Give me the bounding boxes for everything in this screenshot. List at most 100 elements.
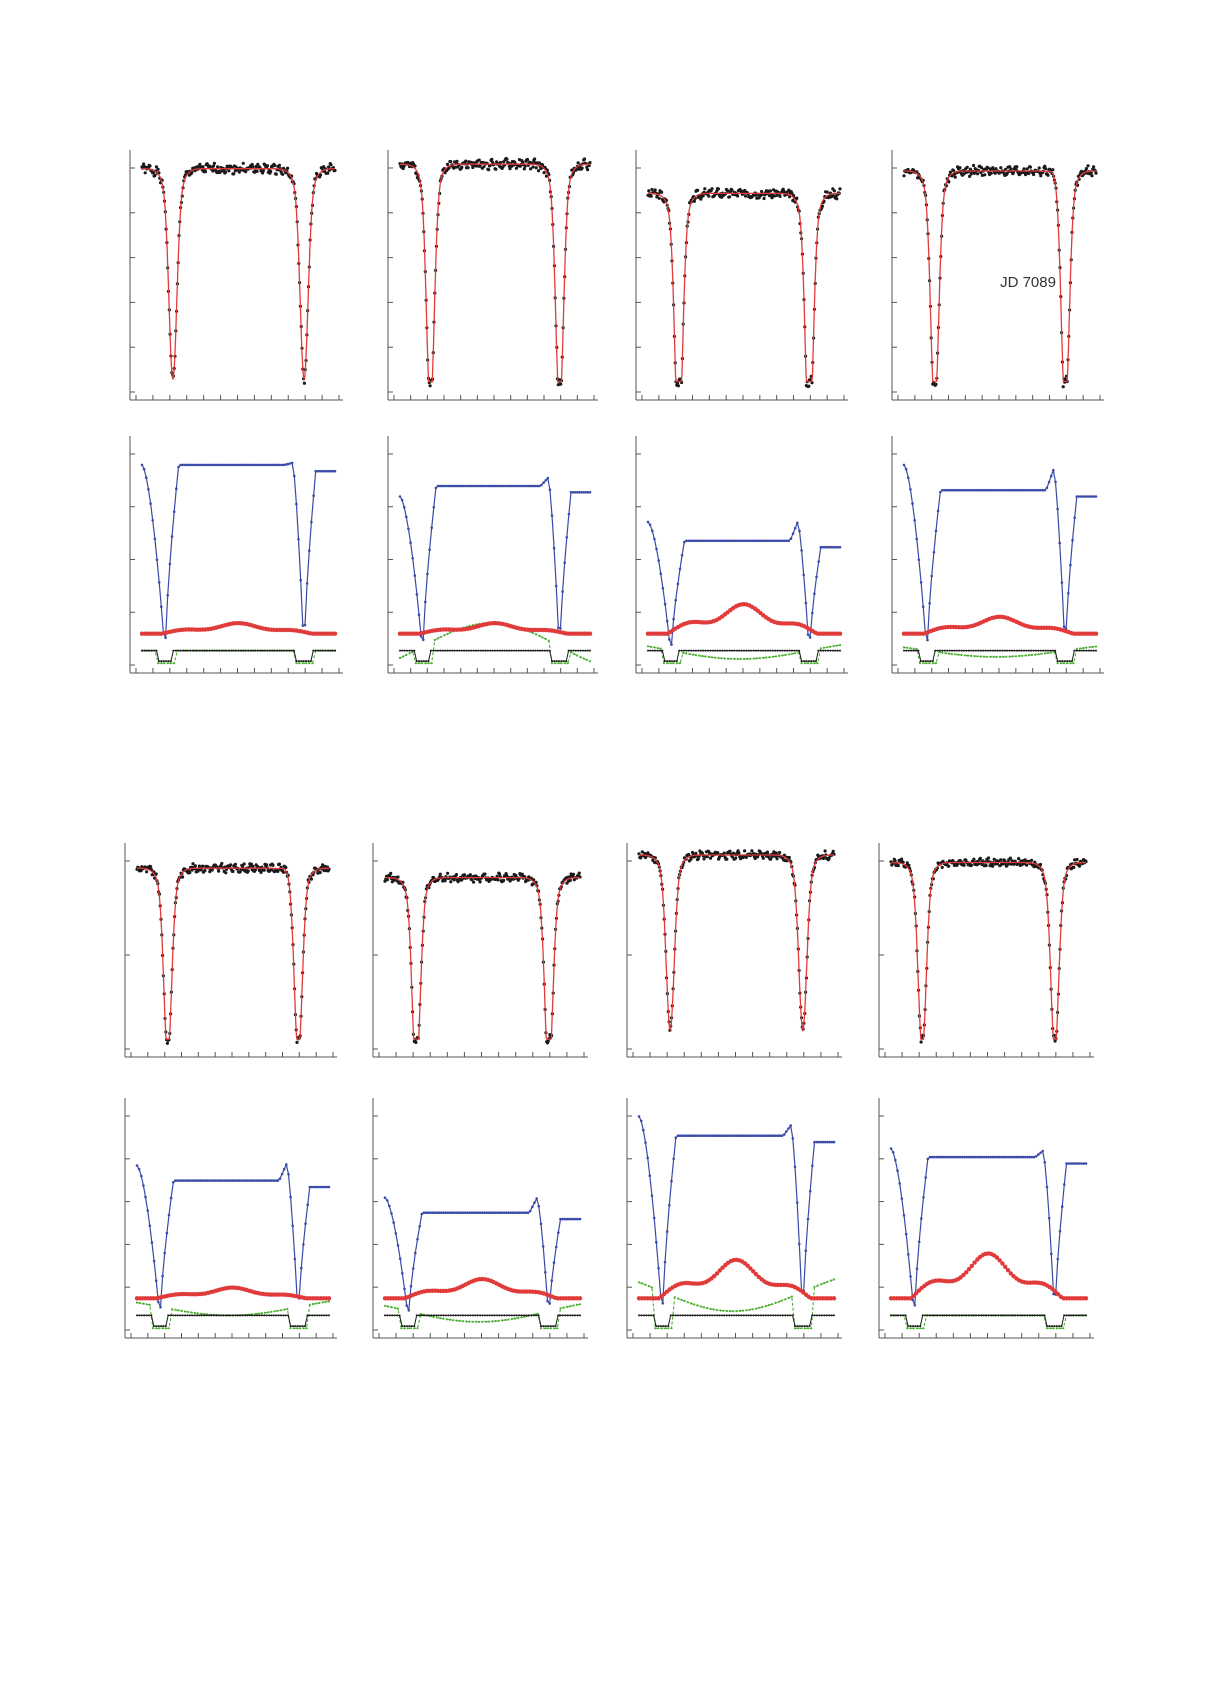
observed-point	[991, 864, 995, 868]
blue-point	[683, 540, 686, 544]
blue-point	[142, 467, 146, 471]
blue-point	[159, 1306, 162, 1309]
blue-point	[511, 1211, 515, 1214]
observed-point	[827, 856, 831, 861]
observed-point	[953, 175, 957, 179]
blue-point	[806, 1217, 810, 1221]
blue-point	[966, 488, 970, 492]
observed-point	[281, 172, 285, 176]
blue-point	[502, 484, 505, 488]
blue-point	[727, 539, 731, 543]
blue-point	[268, 1179, 271, 1182]
observed-point	[999, 858, 1003, 862]
blue-point	[973, 488, 976, 492]
blue-point	[1071, 539, 1074, 542]
fit-line	[400, 163, 590, 383]
blue-point	[144, 1195, 147, 1199]
blue-point	[552, 546, 556, 550]
blue-point	[648, 523, 652, 527]
observed-point	[787, 188, 791, 192]
blue-point	[998, 1155, 1001, 1159]
observed-point	[1022, 167, 1026, 171]
blue-point	[1069, 1162, 1073, 1165]
blue-point	[218, 1179, 222, 1182]
blue-point	[1000, 1155, 1003, 1159]
blue-point	[135, 1164, 139, 1167]
blue-point	[646, 1156, 649, 1160]
observed-point	[208, 870, 212, 874]
blue-point	[963, 1155, 966, 1159]
blue-point	[696, 1134, 699, 1137]
blue-point	[909, 488, 912, 491]
blue-point	[821, 545, 825, 549]
blue-point	[236, 1179, 239, 1182]
observed-point	[413, 164, 417, 168]
blue-point	[443, 484, 446, 488]
blue-point	[904, 1232, 908, 1236]
panel-annotation: JD 7089	[1000, 274, 1056, 291]
blue-point	[535, 484, 539, 488]
observed-point	[647, 189, 651, 193]
blue-point	[267, 463, 270, 467]
blue-point	[768, 539, 771, 543]
blue-point	[1003, 488, 1006, 492]
blue-point	[405, 515, 408, 519]
observed-point	[750, 849, 754, 853]
observed-point	[523, 164, 527, 168]
blue-point	[821, 1140, 825, 1144]
blue-point	[250, 463, 253, 467]
observed-point	[705, 855, 709, 859]
observed-point	[778, 194, 782, 198]
blue-point	[763, 1134, 766, 1137]
blue-point	[189, 1179, 192, 1182]
blue-point	[383, 1196, 387, 1199]
green-point	[1046, 651, 1050, 655]
observed-point	[216, 165, 220, 169]
green-point	[417, 662, 421, 665]
blue-point	[222, 463, 225, 467]
blue-point	[407, 1308, 411, 1312]
blue-point	[1026, 1155, 1029, 1159]
blue-point	[1002, 1155, 1005, 1159]
green-point	[1049, 1327, 1052, 1330]
blue-point	[457, 484, 461, 488]
observed-point	[919, 1040, 923, 1044]
observed-point	[529, 167, 533, 171]
green-point	[823, 1281, 826, 1285]
blue-point	[526, 1211, 530, 1214]
blue-point	[252, 463, 255, 467]
blue-point	[815, 575, 818, 579]
blue-point	[479, 1211, 482, 1214]
blue-point	[780, 1134, 784, 1137]
blue-point	[416, 1237, 419, 1241]
blue-point	[172, 510, 176, 514]
blue-point	[197, 1179, 201, 1182]
blue-point	[1020, 488, 1023, 492]
blue-point	[1050, 1252, 1053, 1256]
blue-point	[470, 484, 474, 488]
blue-point	[1043, 488, 1047, 492]
blue-point	[819, 1140, 823, 1144]
observed-point	[1030, 858, 1034, 862]
blue-point	[726, 1134, 730, 1137]
blue-point	[314, 1185, 318, 1189]
blue-point	[492, 1211, 495, 1214]
blue-point	[1013, 1155, 1016, 1159]
blue-point	[795, 1201, 799, 1204]
blue-point	[231, 1179, 235, 1182]
blue-point	[574, 1217, 577, 1221]
blue-point	[757, 539, 761, 543]
observed-point	[490, 157, 494, 161]
green-component-series	[398, 622, 592, 665]
blue-point	[713, 1134, 717, 1137]
blue-point	[180, 1179, 184, 1182]
blue-point	[894, 1158, 897, 1162]
blue-point	[201, 1179, 205, 1182]
blue-point	[316, 469, 320, 473]
blue-point	[996, 488, 1000, 492]
blue-point	[424, 600, 427, 604]
blue-point	[817, 560, 820, 563]
blue-point	[411, 1267, 415, 1270]
observed-point	[986, 166, 990, 170]
blue-point	[1006, 1155, 1010, 1159]
